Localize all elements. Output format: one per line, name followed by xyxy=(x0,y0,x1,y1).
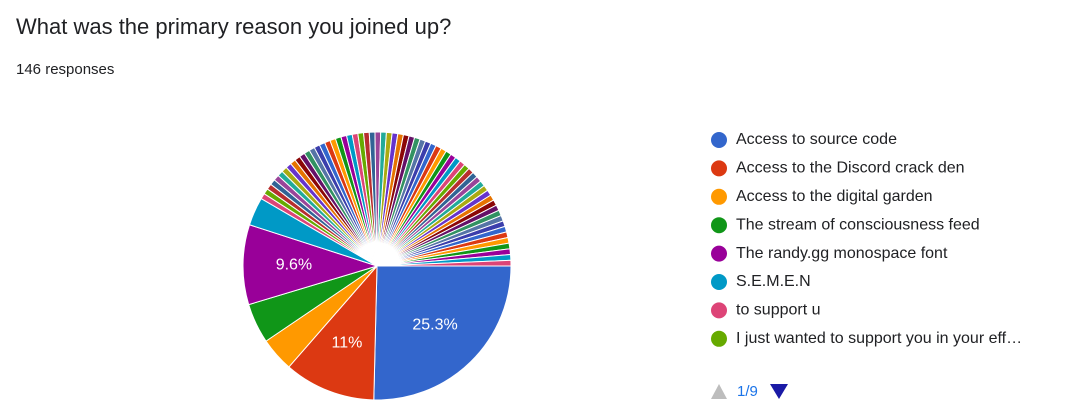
pie-slice xyxy=(376,259,512,267)
slice-label: 11% xyxy=(331,335,362,352)
question-title: What was the primary reason you joined u… xyxy=(16,14,451,39)
prev-page[interactable] xyxy=(711,384,727,399)
next-page[interactable] xyxy=(770,384,788,399)
legend-swatch xyxy=(711,217,727,234)
legend-swatch xyxy=(711,302,727,319)
pie-slice xyxy=(288,264,378,401)
legend-swatch xyxy=(711,188,727,205)
pie-slice xyxy=(373,265,512,401)
legend-page: 1/9 xyxy=(737,383,758,400)
response-count: 146 responses xyxy=(16,61,114,78)
legend-label: The randy.gg monospace font xyxy=(736,245,948,262)
legend-label: Access to source code xyxy=(736,131,897,148)
legend-swatch xyxy=(711,274,727,290)
legend-swatch xyxy=(711,160,727,177)
legend-swatch xyxy=(711,245,727,262)
slice-label: 25.3% xyxy=(412,317,457,334)
legend-label: The stream of consciousness feed xyxy=(736,216,980,233)
legend-label: Access to the Discord crack den xyxy=(736,160,965,177)
pie-slice xyxy=(242,224,379,306)
legend-label: I just wanted to support you in your eff… xyxy=(736,330,1022,347)
slice-label: 9.6% xyxy=(276,256,312,273)
legend-label: to support u xyxy=(736,302,821,319)
legend-swatch xyxy=(711,132,727,148)
legend-label: S.E.M.E.N xyxy=(736,273,811,290)
legend-label: Access to the digital garden xyxy=(736,188,933,205)
legend-swatch xyxy=(711,330,727,347)
